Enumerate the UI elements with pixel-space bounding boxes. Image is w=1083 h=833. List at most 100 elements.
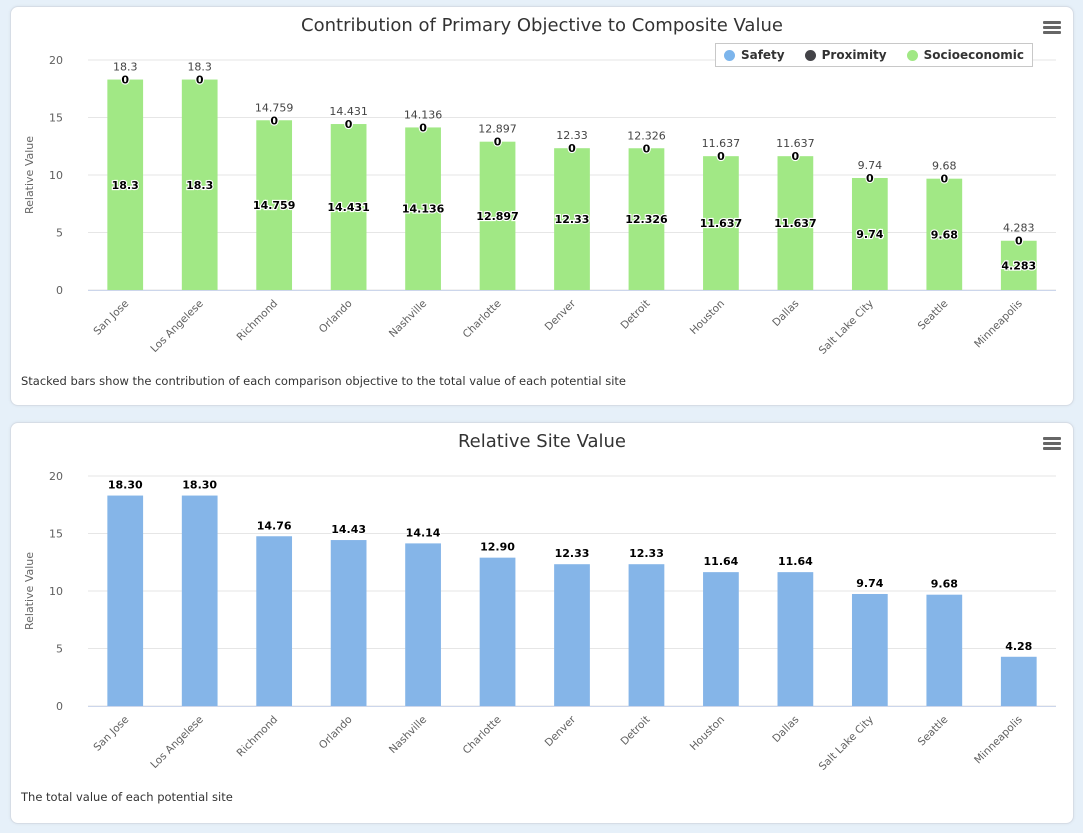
bar-value-label: 14.136: [402, 203, 445, 216]
x-tick-label: Detroit: [618, 298, 652, 332]
bar-total-label: 12.897: [478, 123, 517, 136]
x-tick-label: San Jose: [91, 298, 131, 338]
bar-value-label: 11.64: [704, 555, 739, 568]
chart-menu-button[interactable]: [1043, 437, 1061, 451]
bar-value-label: 14.14: [406, 526, 441, 539]
chart-legend: Safety Proximity Socioeconomic: [714, 43, 1033, 67]
bar: [479, 557, 516, 706]
x-tick-label: Minneapolis: [972, 714, 1025, 767]
bar-value-label: 4.283: [1001, 259, 1036, 272]
bar: [107, 495, 144, 706]
bar-value-label: 14.759: [253, 199, 295, 212]
bar-zero-label: 0: [419, 121, 427, 134]
x-tick-label: Orlando: [317, 714, 355, 752]
bar-zero-label: 0: [196, 74, 204, 87]
bar-total-label: 9.74: [858, 159, 883, 172]
x-tick-label: Orlando: [317, 298, 355, 336]
legend-dot-safety: [723, 49, 735, 61]
y-tick-label: 5: [56, 227, 63, 240]
legend-label-safety: Safety: [740, 48, 785, 62]
chart-menu-button[interactable]: [1043, 21, 1061, 35]
bar-socioeconomic: [926, 178, 963, 290]
bar-value-label: 9.68: [931, 578, 958, 591]
x-tick-label: San Jose: [91, 714, 131, 754]
bar: [405, 543, 441, 706]
bar: [628, 564, 665, 706]
bar-zero-label: 0: [643, 142, 651, 155]
contribution-chart: Contribution of Primary Objective to Com…: [23, 15, 1056, 357]
x-tick-label: Seattle: [916, 714, 951, 749]
bar-value-label: 12.33: [555, 547, 590, 560]
bar-socioeconomic: [777, 156, 814, 290]
x-tick-label: Richmond: [235, 714, 281, 760]
x-tick-label: Minneapolis: [972, 298, 1025, 351]
bar-zero-label: 0: [717, 150, 725, 163]
bar-value-label: 18.3: [186, 179, 213, 192]
bar: [330, 540, 367, 706]
bar-value-label: 12.90: [480, 541, 515, 554]
bar-socioeconomic: [554, 148, 590, 290]
bar-value-label: 9.68: [931, 228, 958, 241]
x-tick-label: Nashville: [387, 298, 429, 340]
x-tick-label: Salt Lake City: [817, 298, 876, 357]
bar-value-label: 18.30: [108, 479, 143, 492]
bar-socioeconomic: [107, 79, 144, 290]
bar-socioeconomic: [1000, 240, 1037, 290]
x-tick-label: Detroit: [618, 714, 652, 748]
bar-total-label: 14.136: [404, 108, 443, 121]
x-tick-label: Denver: [543, 297, 579, 333]
chart-caption: Stacked bars show the contribution of ea…: [21, 374, 626, 388]
contribution-chart-panel: Contribution of Primary Objective to Com…: [10, 6, 1074, 406]
bar-value-label: 4.28: [1005, 640, 1032, 653]
chart-caption: The total value of each potential site: [21, 790, 233, 804]
legend-item-safety[interactable]: Safety: [723, 48, 785, 62]
bar-value-label: 12.326: [625, 213, 668, 226]
site-value-chart: Relative Site Value 0 5 10 15 20 Relative Valu…: [23, 431, 1056, 773]
bar-zero-label: 0: [940, 173, 948, 186]
bar-socioeconomic: [256, 120, 293, 290]
bar-total-label: 14.431: [329, 105, 368, 118]
y-tick-label: 0: [56, 700, 63, 713]
bar-value-label: 14.431: [327, 201, 369, 214]
bar-value-label: 18.3: [112, 179, 139, 192]
bar: [851, 593, 888, 706]
bar-value-label: 14.76: [257, 519, 292, 532]
bar-value-label: 12.33: [629, 547, 664, 560]
site-value-chart-panel: Relative Site Value 0 5 10 15 20 Relative Valu…: [10, 422, 1074, 824]
legend-dot-proximity: [804, 49, 816, 61]
bar-total-label: 11.637: [776, 137, 815, 150]
bar-value-label: 9.74: [856, 577, 883, 590]
x-tick-label: Houston: [688, 714, 727, 753]
bar-total-label: 14.759: [255, 101, 294, 114]
x-tick-label: Houston: [688, 298, 727, 337]
bar: [703, 572, 739, 706]
y-tick-label: 20: [49, 470, 63, 483]
legend-item-proximity[interactable]: Proximity: [804, 48, 887, 62]
chart-title: Contribution of Primary Objective to Com…: [301, 15, 783, 36]
bar-value-label: 14.43: [331, 523, 366, 536]
y-tick-label: 10: [49, 169, 63, 182]
chart-title: Relative Site Value: [458, 431, 626, 452]
bar-zero-label: 0: [494, 136, 502, 149]
bar-value-label: 9.74: [856, 228, 883, 241]
bar-zero-label: 0: [345, 118, 353, 131]
y-axis-label: Relative Value: [23, 552, 36, 630]
bar-zero-label: 0: [866, 172, 874, 185]
x-tick-label: Seattle: [916, 298, 951, 333]
bar-total-label: 12.326: [627, 129, 666, 142]
bar-socioeconomic: [703, 156, 739, 290]
bar: [181, 495, 218, 706]
bar-socioeconomic: [479, 141, 516, 290]
bar: [256, 536, 293, 706]
bar-total-label: 11.637: [702, 137, 741, 150]
bar-total-label: 18.3: [113, 61, 138, 74]
y-tick-label: 15: [49, 528, 63, 541]
bar-zero-label: 0: [121, 74, 129, 87]
x-tick-label: Charlotte: [461, 714, 504, 757]
bar-value-label: 11.64: [778, 555, 813, 568]
bar-socioeconomic: [181, 79, 218, 290]
bar-value-label: 11.637: [774, 217, 816, 230]
y-tick-label: 20: [49, 54, 63, 67]
legend-item-socioeconomic[interactable]: Socioeconomic: [906, 48, 1024, 62]
x-tick-label: Los Angelese: [148, 714, 205, 771]
